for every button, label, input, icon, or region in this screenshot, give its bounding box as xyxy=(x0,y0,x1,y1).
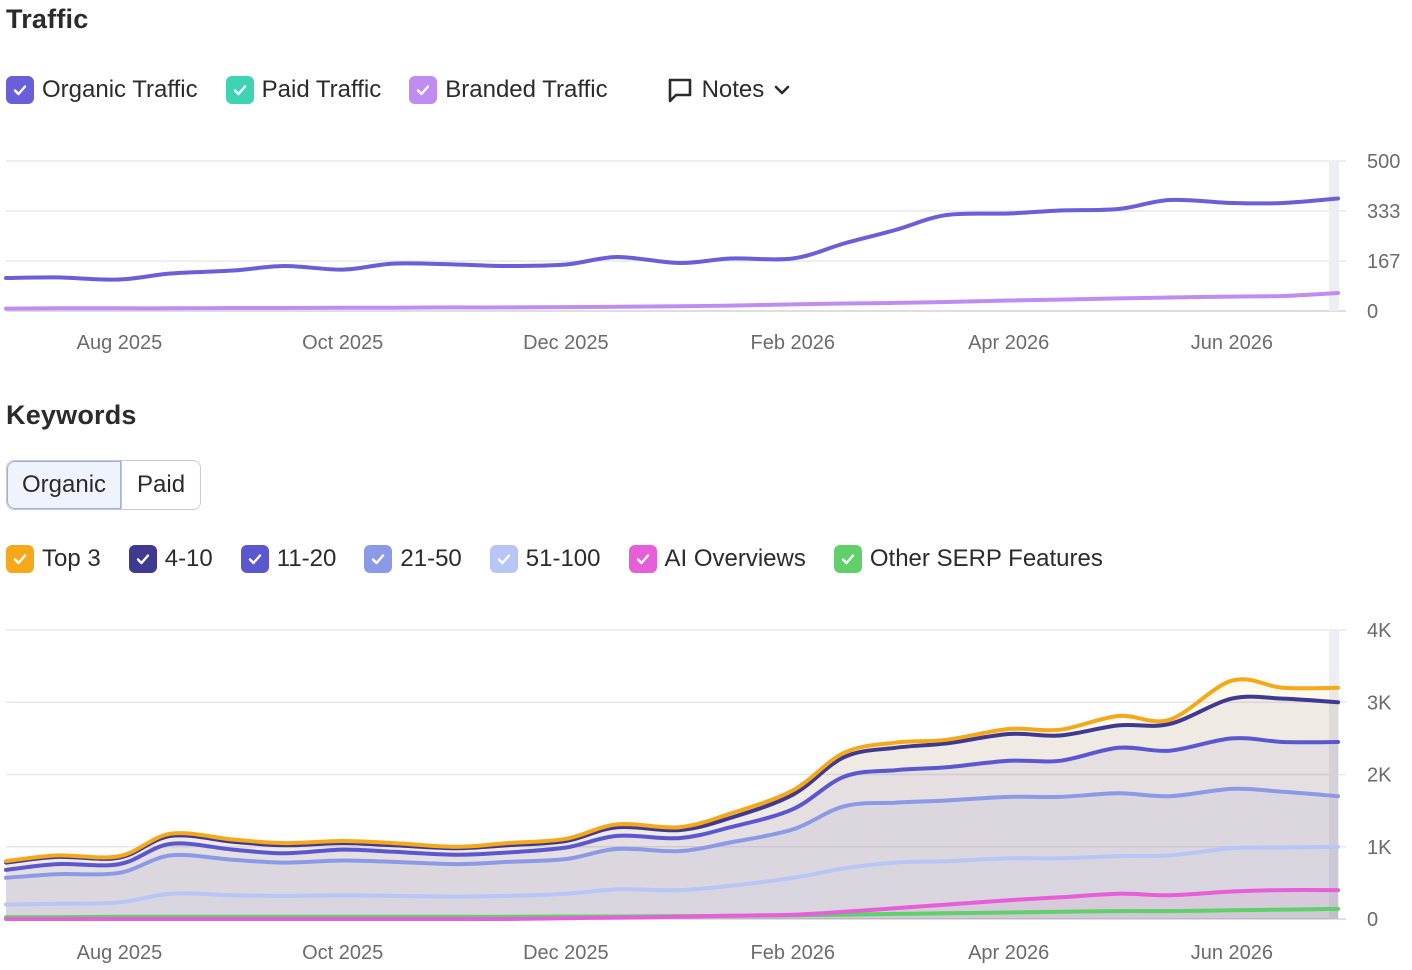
y-tick-label: 4K xyxy=(1367,620,1392,642)
y-tick-label: 0 xyxy=(1367,301,1378,323)
legend-label: Organic Traffic xyxy=(42,76,198,103)
current-date-marker xyxy=(1329,630,1339,919)
legend-label: Other SERP Features xyxy=(869,545,1103,572)
x-tick-label: Dec 2025 xyxy=(523,942,609,964)
legend-top-3[interactable]: Top 3 xyxy=(6,545,101,573)
legend-21-50[interactable]: 21-50 xyxy=(364,545,462,573)
checkbox-checked-icon[interactable] xyxy=(6,545,34,573)
series-line-top-3[interactable] xyxy=(4,677,1340,864)
keywords-legend: Top 3 4-10 11-20 21-50 51-100 AI Overviews Oth… xyxy=(6,545,1131,573)
x-tick-label: Jun 2026 xyxy=(1191,332,1273,354)
series-line-51-100[interactable] xyxy=(4,844,1340,907)
x-tick-label: Feb 2026 xyxy=(751,942,836,964)
y-tick-label: 3K xyxy=(1367,692,1392,714)
legend-label: 21-50 xyxy=(400,545,462,572)
legend-label: 4-10 xyxy=(164,545,213,572)
toggle-divider xyxy=(121,461,123,509)
comment-icon xyxy=(668,78,691,103)
legend-label: Paid Traffic xyxy=(261,76,382,103)
legend-branded-traffic[interactable]: Branded Traffic xyxy=(409,76,608,104)
x-tick-label: Apr 2026 xyxy=(968,942,1049,964)
y-tick-label: 500 xyxy=(1367,151,1400,173)
y-tick-label: 333 xyxy=(1367,201,1400,223)
legend-organic-traffic[interactable]: Organic Traffic xyxy=(6,76,198,104)
legend-label: AI Overviews xyxy=(664,545,806,572)
series-line-branded-traffic[interactable] xyxy=(4,291,1340,311)
keywords-chart[interactable]: 4K 3K 2K 1K 0 Aug 2025 Oct 2025 Dec 2025 Feb 202… xyxy=(0,618,1412,970)
x-tick-label: Feb 2026 xyxy=(751,332,836,354)
legend-11-20[interactable]: 11-20 xyxy=(240,545,337,573)
area-4-10 xyxy=(6,696,1338,919)
legend-4-10[interactable]: 4-10 xyxy=(128,545,213,573)
checkbox-checked-icon[interactable] xyxy=(833,545,862,573)
series-line-21-50[interactable] xyxy=(4,786,1340,880)
notes-dropdown[interactable]: Notes xyxy=(666,76,801,104)
series-line-4-10[interactable] xyxy=(4,694,1340,865)
checkbox-checked-icon[interactable] xyxy=(6,76,34,104)
keywords-title: Keywords xyxy=(6,400,137,430)
area-21-50 xyxy=(6,788,1338,919)
series-line-11-20[interactable] xyxy=(4,736,1340,872)
x-tick-label: Aug 2025 xyxy=(77,942,163,964)
series-line-organic-traffic[interactable] xyxy=(4,196,1340,282)
current-date-marker xyxy=(1329,161,1339,311)
area-top-3 xyxy=(6,679,1338,919)
x-tick-label: Oct 2025 xyxy=(302,332,383,354)
checkbox-checked-icon[interactable] xyxy=(225,76,254,104)
checkbox-checked-icon[interactable] xyxy=(489,545,518,573)
y-tick-label: 0 xyxy=(1367,909,1378,931)
legend-label: Top 3 xyxy=(42,545,101,572)
notes-label: Notes xyxy=(701,76,765,103)
legend-other-serp-features[interactable]: Other SERP Features xyxy=(833,545,1103,573)
legend-label: Branded Traffic xyxy=(445,76,608,103)
legend-paid-traffic[interactable]: Paid Traffic xyxy=(225,76,382,104)
x-tick-label: Jun 2026 xyxy=(1191,942,1273,964)
area-11-20 xyxy=(6,738,1338,919)
x-tick-label: Dec 2025 xyxy=(523,332,609,354)
traffic-legend: Organic Traffic Paid Traffic Branded Tra… xyxy=(6,76,800,104)
traffic-title: Traffic xyxy=(6,4,89,34)
chevron-down-icon xyxy=(772,80,800,100)
y-tick-label: 167 xyxy=(1367,251,1400,273)
legend-ai-overviews[interactable]: AI Overviews xyxy=(628,545,806,573)
y-tick-label: 1K xyxy=(1367,837,1392,859)
traffic-chart[interactable]: 500 333 167 0 Aug 2025 Oct 2025 Dec 2025 Feb 20… xyxy=(0,150,1412,365)
x-tick-label: Oct 2025 xyxy=(302,942,383,964)
x-tick-label: Aug 2025 xyxy=(77,332,163,354)
area-other-serp-features xyxy=(6,908,1338,919)
checkbox-checked-icon[interactable] xyxy=(364,545,393,573)
legend-label: 11-20 xyxy=(276,545,337,572)
series-line-ai-overviews[interactable] xyxy=(4,888,1340,922)
keywords-type-toggle: Organic Paid xyxy=(6,460,202,510)
checkbox-checked-icon[interactable] xyxy=(409,76,438,104)
legend-51-100[interactable]: 51-100 xyxy=(489,545,601,573)
tab-paid[interactable]: Paid xyxy=(122,461,201,509)
checkbox-checked-icon[interactable] xyxy=(128,545,157,573)
legend-label: 51-100 xyxy=(525,545,601,572)
checkbox-checked-icon[interactable] xyxy=(240,545,269,573)
checkbox-checked-icon[interactable] xyxy=(628,545,657,573)
tab-organic[interactable]: Organic xyxy=(7,461,122,509)
y-tick-label: 2K xyxy=(1367,765,1392,787)
x-tick-label: Apr 2026 xyxy=(968,332,1049,354)
